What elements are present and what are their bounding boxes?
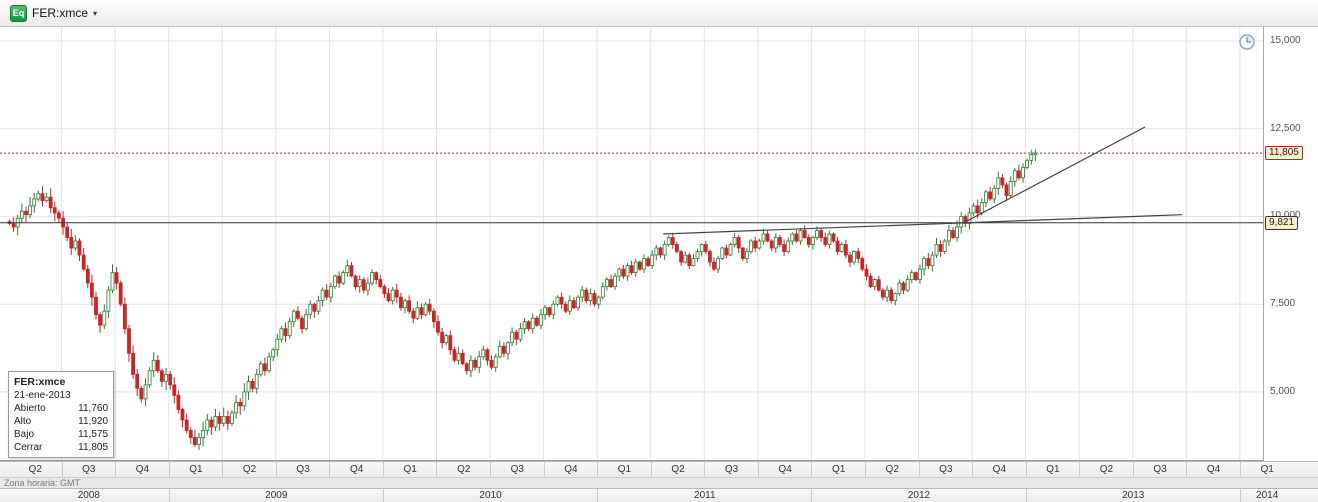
clock-icon[interactable] bbox=[1238, 33, 1256, 51]
tooltip-open-row: Abierto 11,760 bbox=[14, 402, 108, 415]
tooltip-open-value: 11,760 bbox=[78, 403, 108, 414]
quarter-label: Q1 bbox=[1239, 462, 1294, 477]
year-label: 2012 bbox=[811, 489, 1025, 502]
price-tick-label: 5,000 bbox=[1270, 385, 1296, 397]
tooltip-date: 21-ene-2013 bbox=[14, 390, 71, 401]
price-tick-label: 15,000 bbox=[1270, 35, 1301, 47]
year-label: 2011 bbox=[597, 489, 811, 502]
tooltip-low-row: Bajo 11,575 bbox=[14, 428, 108, 441]
quarter-label: Q4 bbox=[115, 462, 169, 477]
quarter-label: Q1 bbox=[382, 462, 437, 477]
tooltip-high-value: 11,920 bbox=[78, 416, 108, 427]
tooltip-high-label: Alto bbox=[14, 416, 32, 427]
year-label: 2014 bbox=[1239, 489, 1294, 502]
quarter-label: Q1 bbox=[1025, 462, 1080, 477]
quarter-label: Q4 bbox=[972, 462, 1026, 477]
tooltip-symbol: FER:xmce bbox=[14, 376, 66, 388]
year-label: 2008 bbox=[77, 490, 100, 501]
tooltip-close-row: Cerrar 11,805 bbox=[14, 441, 108, 454]
timezone-label: Zona horaria: GMT bbox=[4, 478, 81, 488]
year-label: 2010 bbox=[382, 489, 597, 502]
quarter-label: Q2 bbox=[650, 462, 705, 477]
quarter-label: Q2 bbox=[436, 462, 490, 477]
quarter-label: Q1 bbox=[168, 462, 223, 477]
tooltip-low-label: Bajo bbox=[14, 429, 35, 440]
quarter-label: Q2 bbox=[28, 464, 42, 475]
quarter-label: Q3 bbox=[704, 462, 758, 477]
quarter-label: Q2 bbox=[1079, 462, 1133, 477]
quarter-label: Q4 bbox=[757, 462, 812, 477]
toolbar: Eq FER:xmce ▾ bbox=[0, 0, 1318, 27]
tooltip-close-value: 11,805 bbox=[78, 442, 108, 453]
price-tick-label: 12,500 bbox=[1270, 122, 1301, 134]
price-tag: 11,805 bbox=[1265, 146, 1303, 161]
data-tooltip: FER:xmce 21-ene-2013 Abierto 11,760 Alto… bbox=[8, 371, 114, 458]
quarter-label: Q4 bbox=[543, 462, 598, 477]
price-tick-label: 7,500 bbox=[1270, 298, 1296, 310]
quarter-label: Q3 bbox=[490, 462, 544, 477]
time-axis-quarters[interactable]: Q2 Q3 Q4 Q1 Q2 Q3 Q4 Q1 Q2 Q3 Q4 Q1 Q2 Q3 Q4 Q1 Q2 Q3 Q4 Q1… bbox=[0, 461, 1318, 477]
tooltip-close-label: Cerrar bbox=[14, 442, 43, 453]
time-axis-years[interactable]: 2008 2009 2010 2011 2012 2013 2014 bbox=[0, 488, 1318, 502]
year-label: 2009 bbox=[168, 489, 383, 502]
quarter-label: Q3 bbox=[1132, 462, 1187, 477]
quarter-label: Q2 bbox=[222, 462, 276, 477]
quarter-label: Q1 bbox=[811, 462, 865, 477]
candlestick-chart[interactable] bbox=[0, 27, 1263, 461]
quarter-label: Q3 bbox=[918, 462, 973, 477]
year-label: 2013 bbox=[1025, 489, 1240, 502]
tooltip-open-label: Abierto bbox=[14, 403, 46, 414]
quarter-label: Q3 bbox=[275, 462, 330, 477]
instrument-selector[interactable]: Eq FER:xmce ▾ bbox=[6, 3, 101, 24]
quarter-label: Q3 bbox=[61, 462, 116, 477]
instrument-symbol: FER:xmce bbox=[32, 6, 89, 20]
status-bar: Zona horaria: GMT bbox=[0, 477, 1318, 488]
quarter-label: Q1 bbox=[597, 462, 651, 477]
tooltip-high-row: Alto 11,920 bbox=[14, 415, 108, 428]
quarter-label: Q4 bbox=[1186, 462, 1240, 477]
chart-area: 15,00012,50010,0007,5005,00011,8059,821 … bbox=[0, 27, 1318, 461]
quarter-label: Q2 bbox=[864, 462, 919, 477]
tooltip-low-value: 11,575 bbox=[78, 429, 108, 440]
chevron-down-icon: ▾ bbox=[93, 9, 98, 18]
quarter-label: Q4 bbox=[329, 462, 383, 477]
equity-icon: Eq bbox=[10, 4, 27, 22]
price-tag: 9,821 bbox=[1265, 215, 1299, 230]
